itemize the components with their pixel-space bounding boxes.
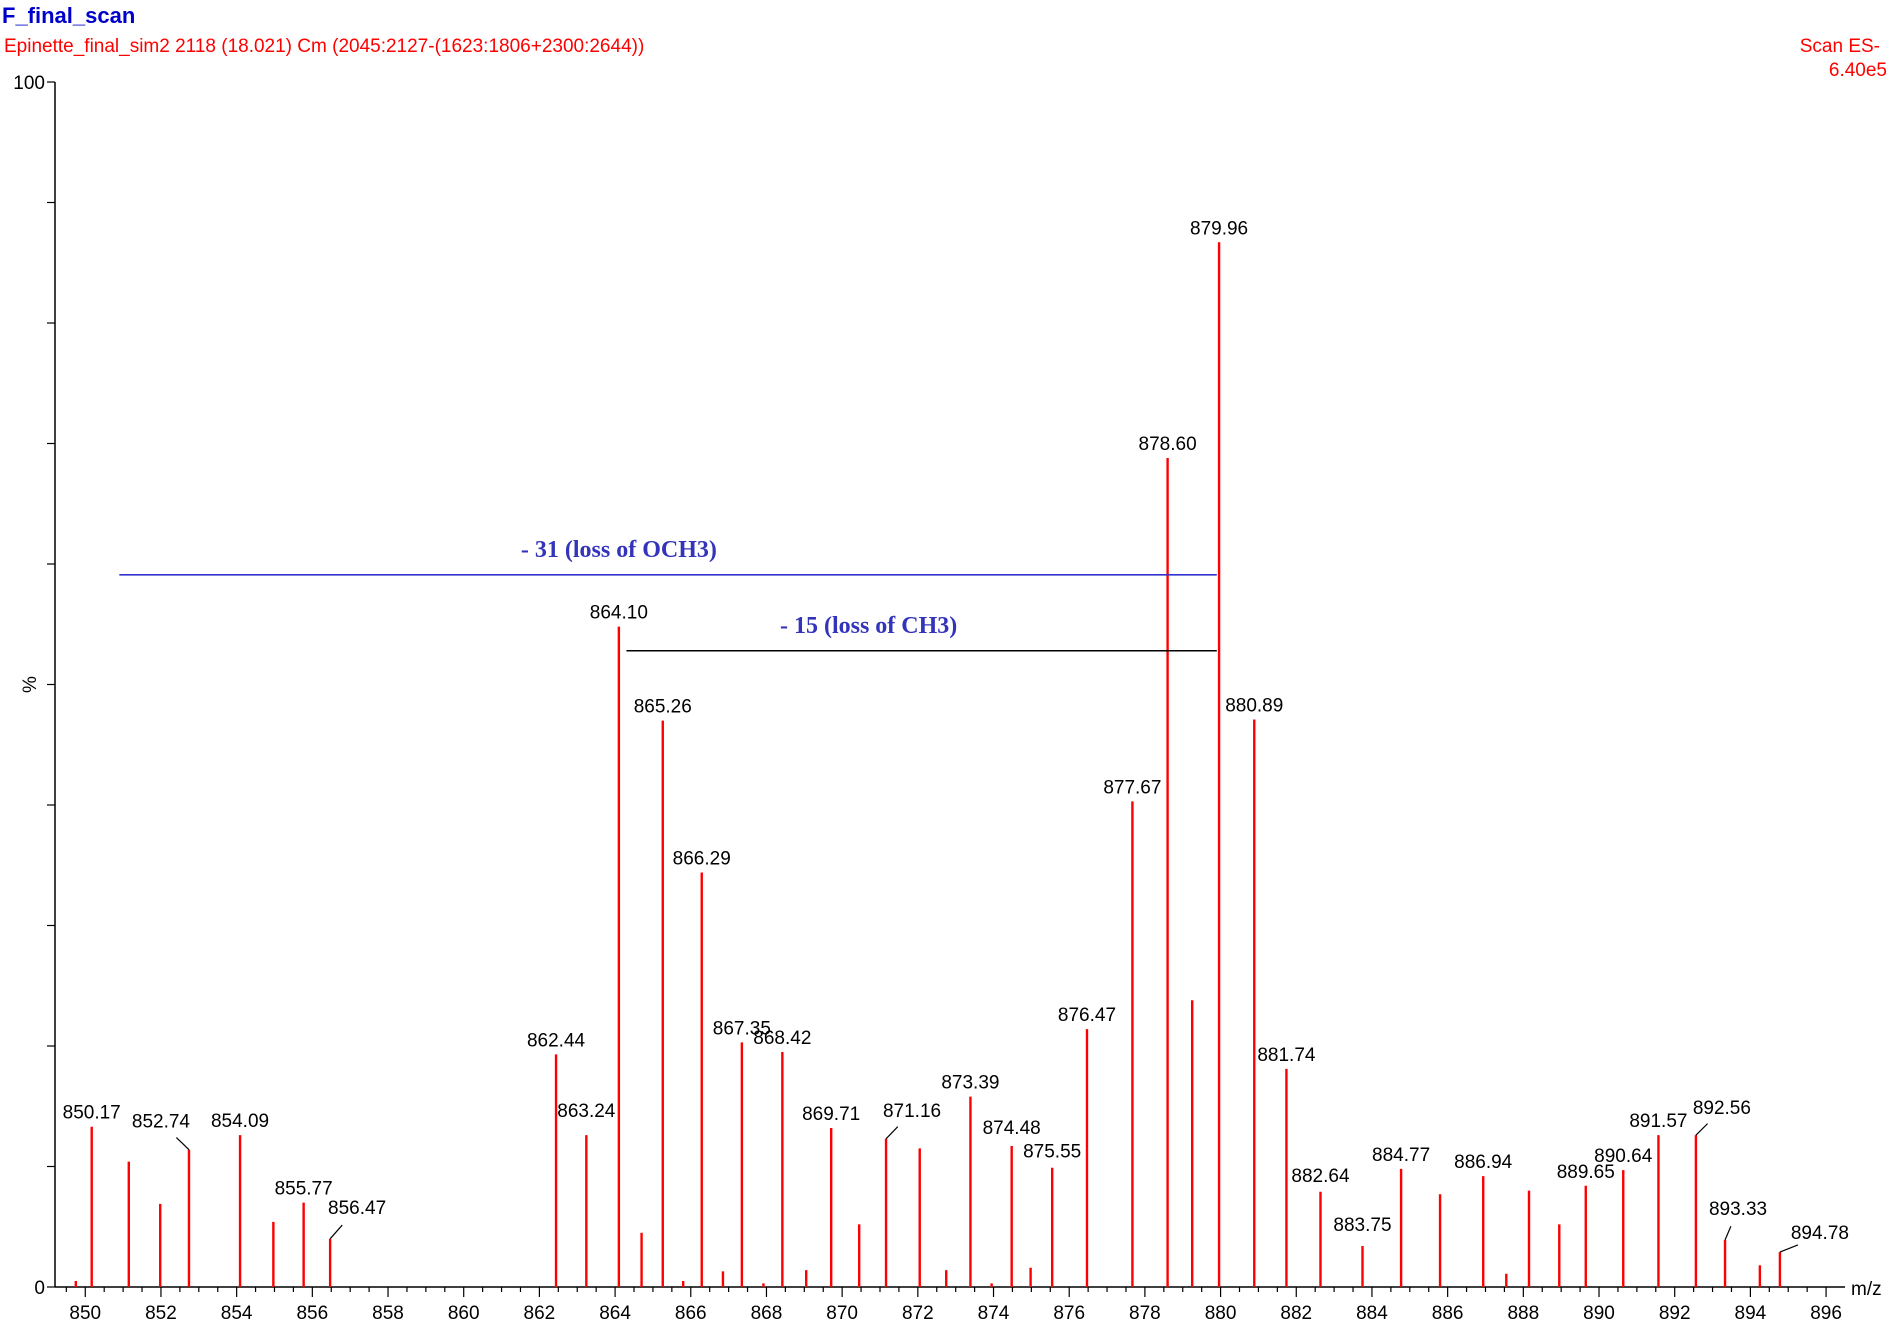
y-axis-label: % xyxy=(20,676,41,693)
peak-label: 862.44 xyxy=(527,1030,586,1051)
x-tick-label: 886 xyxy=(1432,1303,1464,1322)
x-tick-label: 880 xyxy=(1205,1303,1237,1322)
x-tick-label: 888 xyxy=(1507,1303,1539,1322)
x-tick-label: 884 xyxy=(1356,1303,1388,1322)
x-axis-label: m/z xyxy=(1851,1279,1882,1300)
x-tick-label: 852 xyxy=(145,1303,177,1322)
x-tick-label: 854 xyxy=(221,1303,253,1322)
annotation-text-och3: - 31 (loss of OCH3) xyxy=(521,537,717,563)
x-tick-label: 892 xyxy=(1659,1303,1691,1322)
peak-label-leader xyxy=(175,1137,190,1151)
x-tick-label: 882 xyxy=(1280,1303,1312,1322)
x-tick-label: 890 xyxy=(1583,1303,1615,1322)
peak-label-leader xyxy=(1724,1226,1732,1241)
x-tick-label: 894 xyxy=(1735,1303,1767,1322)
peak-label: 894.78 xyxy=(1791,1223,1849,1244)
x-tick-label: 858 xyxy=(372,1303,404,1322)
x-tick-label: 864 xyxy=(599,1303,631,1322)
peak-label: 850.17 xyxy=(63,1103,121,1124)
peak-label: 891.57 xyxy=(1629,1111,1687,1132)
peak-label: 878.60 xyxy=(1139,434,1197,455)
peak-label: 855.77 xyxy=(275,1179,333,1200)
peaks xyxy=(74,242,1782,1287)
y-tick-label: 0 xyxy=(34,1278,45,1299)
peak-label: 876.47 xyxy=(1058,1005,1116,1026)
x-tick-label: 896 xyxy=(1810,1303,1842,1322)
chart-title: F_final_scan xyxy=(2,3,135,28)
x-tick-label: 878 xyxy=(1129,1303,1161,1322)
x-tick-label: 866 xyxy=(675,1303,707,1322)
x-tick-label: 872 xyxy=(902,1303,934,1322)
peak-label: 880.89 xyxy=(1225,695,1283,716)
peak-label: 882.64 xyxy=(1291,1166,1350,1187)
y-tick-label: 100 xyxy=(13,73,45,94)
x-tick-label: 856 xyxy=(296,1303,328,1322)
peak-label: 881.74 xyxy=(1257,1045,1316,1066)
peak-label-leader xyxy=(329,1224,343,1240)
loss-annotations: - 31 (loss of OCH3) - 15 (loss of CH3) xyxy=(119,537,1217,652)
peak-label-leader xyxy=(885,1126,899,1140)
peak-label-leader xyxy=(1695,1123,1709,1136)
axes: 0 100% 850 852 854 856 858 860 862 864 866 868 870 87… xyxy=(13,73,1881,1322)
peak-label: 883.75 xyxy=(1333,1215,1391,1236)
peak-label-leader xyxy=(1779,1244,1799,1253)
peak-label: 852.74 xyxy=(132,1112,191,1133)
peak-label: 869.71 xyxy=(802,1104,860,1125)
peak-label: 866.29 xyxy=(673,848,731,869)
x-tick-label: 874 xyxy=(978,1303,1010,1322)
peak-label: 886.94 xyxy=(1454,1152,1513,1173)
x-tick-label: 870 xyxy=(826,1303,858,1322)
peak-label: 856.47 xyxy=(328,1198,386,1219)
x-tick-label: 868 xyxy=(751,1303,783,1322)
peak-label: 871.16 xyxy=(883,1101,941,1122)
intensity-scale-label: 6.40e5 xyxy=(1829,60,1887,81)
peak-label: 874.48 xyxy=(983,1118,1041,1139)
peak-label: 864.10 xyxy=(590,603,648,624)
peak-label: 884.77 xyxy=(1372,1145,1430,1166)
peak-label: 877.67 xyxy=(1103,777,1161,798)
annotation-text-ch3: - 15 (loss of CH3) xyxy=(780,613,957,639)
scan-description: Epinette_final_sim2 2118 (18.021) Cm (20… xyxy=(4,36,644,57)
peak-label: 879.96 xyxy=(1190,218,1248,239)
x-tick-label: 860 xyxy=(448,1303,480,1322)
peak-label: 865.26 xyxy=(634,697,692,718)
x-tick-label: 850 xyxy=(69,1303,101,1322)
scan-mode-label: Scan ES- xyxy=(1800,36,1880,57)
peak-label: 867.35 xyxy=(713,1018,771,1039)
peak-label: 892.56 xyxy=(1693,1098,1751,1119)
peak-label: 890.64 xyxy=(1594,1146,1653,1167)
peak-label: 889.65 xyxy=(1557,1162,1615,1183)
peak-label: 868.42 xyxy=(753,1028,811,1049)
peak-label: 875.55 xyxy=(1023,1142,1081,1163)
peak-label: 863.24 xyxy=(557,1101,616,1122)
x-tick-label: 862 xyxy=(524,1303,556,1322)
peak-label: 873.39 xyxy=(941,1073,999,1094)
peak-label: 854.09 xyxy=(211,1111,269,1132)
peak-label: 893.33 xyxy=(1709,1199,1767,1220)
x-tick-label: 876 xyxy=(1053,1303,1085,1322)
